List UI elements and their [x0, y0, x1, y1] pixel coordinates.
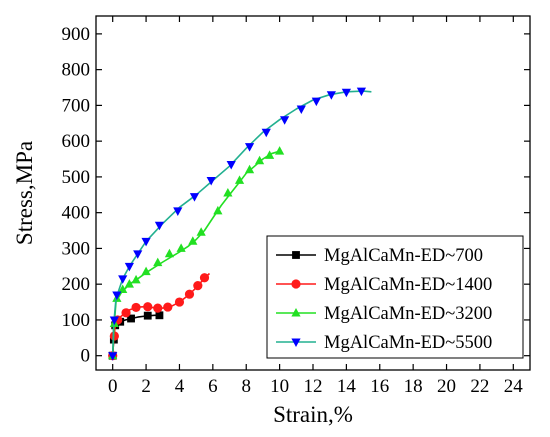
data-point [153, 303, 163, 313]
x-tick-label: 18 [404, 376, 423, 397]
legend-box [266, 235, 524, 359]
y-tick-label: 300 [62, 238, 91, 259]
legend-entry: MgAlCaMn-ED~5500 [276, 333, 492, 353]
y-tick-label: 600 [62, 131, 91, 152]
data-point [164, 248, 175, 258]
data-point [133, 250, 143, 259]
legend-label: MgAlCaMn-ED~1400 [324, 275, 492, 295]
data-point [356, 87, 367, 97]
x-tick-label: 14 [337, 376, 357, 397]
x-tick-label: 2 [141, 376, 151, 397]
data-point [223, 187, 233, 197]
data-point [118, 275, 128, 284]
data-point [108, 352, 118, 361]
data-point [244, 143, 255, 152]
data-point [206, 177, 216, 186]
legend-label: MgAlCaMn-ED~5500 [324, 333, 492, 353]
data-point [326, 91, 336, 100]
legend-label: MgAlCaMn-ED~700 [324, 246, 483, 266]
x-tick-label: 20 [437, 376, 456, 397]
y-tick-label: 200 [62, 274, 91, 295]
legend-marker [291, 338, 301, 348]
legend-marker [291, 307, 301, 317]
legend-marker [291, 279, 301, 289]
data-point [244, 164, 255, 174]
y-tick-label: 800 [62, 60, 91, 81]
x-tick-label: 22 [470, 376, 489, 397]
x-tick-label: 12 [304, 376, 323, 397]
x-tick-label: 24 [504, 376, 524, 397]
y-axis-title: Stress,MPa [12, 141, 37, 245]
data-point [155, 311, 164, 320]
data-point [141, 266, 151, 276]
data-point [196, 227, 206, 236]
y-tick-label: 400 [62, 203, 91, 224]
legend-entry: MgAlCaMn-ED~1400 [276, 275, 492, 295]
series-4 [108, 87, 372, 361]
data-point [124, 262, 134, 272]
data-point [193, 281, 203, 291]
x-axis-title: Strain,% [273, 402, 353, 427]
data-point [265, 150, 275, 159]
legend-entry: MgAlCaMn-ED~700 [276, 246, 483, 266]
data-point [112, 291, 122, 300]
data-point [341, 88, 351, 98]
y-tick-label: 700 [62, 95, 91, 116]
data-point [275, 146, 285, 155]
data-point [174, 297, 185, 307]
x-tick-label: 0 [108, 376, 118, 397]
data-point [153, 257, 163, 267]
x-tick-label: 4 [175, 376, 185, 397]
data-point [280, 116, 290, 125]
y-tick-label: 500 [62, 167, 91, 188]
data-point [173, 207, 183, 216]
y-tick-label: 900 [62, 24, 91, 45]
data-point [131, 274, 141, 284]
data-point [143, 311, 152, 320]
x-tick-label: 16 [370, 376, 389, 397]
data-point [143, 302, 153, 312]
data-point [141, 237, 151, 247]
x-tick-label: 8 [241, 376, 251, 397]
x-tick-label: 10 [270, 376, 289, 397]
data-point [109, 316, 119, 325]
data-point [124, 279, 134, 288]
data-point [296, 105, 306, 115]
data-point [188, 236, 198, 245]
data-point [176, 243, 186, 252]
legend-label: MgAlCaMn-ED~3200 [324, 304, 492, 324]
data-point [127, 314, 135, 323]
data-point [118, 284, 128, 293]
data-point [121, 308, 131, 318]
data-point [254, 155, 265, 165]
y-tick-label: 0 [81, 346, 91, 367]
axis-ticks: 0 2 4 6 8 10 12 14 16 18 20 22 240100200300400500600… [62, 16, 530, 397]
data-point [131, 302, 141, 313]
data-point [184, 289, 195, 299]
data-point [154, 221, 165, 231]
data-point [234, 175, 245, 184]
data-point [311, 97, 321, 107]
legend-entry: MgAlCaMn-ED~3200 [276, 304, 492, 324]
legend: MgAlCaMn-ED~700 MgAlCaMn-ED~1400 MgAlCaMn-… [266, 235, 524, 359]
data-point [261, 128, 271, 138]
data-point [189, 193, 200, 202]
series-layer [108, 87, 372, 361]
legend-marker [292, 251, 300, 259]
data-point [199, 273, 210, 283]
data-point [163, 302, 173, 312]
x-tick-label: 6 [208, 376, 218, 397]
data-point [213, 205, 223, 215]
data-point [226, 160, 236, 170]
y-tick-label: 100 [62, 310, 91, 331]
